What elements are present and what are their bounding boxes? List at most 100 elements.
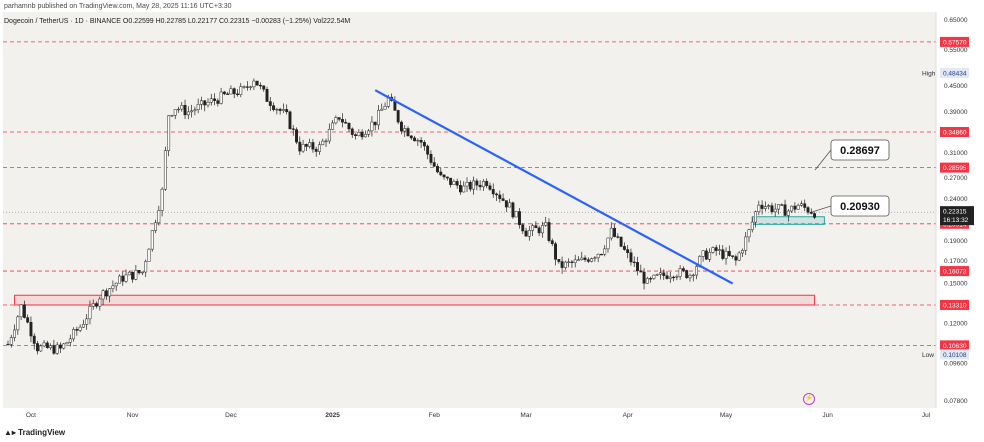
candle[interactable] <box>488 185 492 190</box>
callout-box[interactable] <box>830 139 890 161</box>
candle[interactable] <box>593 257 597 259</box>
candle[interactable] <box>609 227 613 239</box>
candle[interactable] <box>426 145 430 155</box>
candle[interactable] <box>278 108 282 111</box>
candle[interactable] <box>573 259 577 263</box>
candle[interactable] <box>409 135 413 139</box>
candle[interactable] <box>272 105 276 110</box>
candle[interactable] <box>711 247 715 253</box>
candle[interactable] <box>406 128 410 137</box>
candle[interactable] <box>347 123 351 130</box>
candle[interactable] <box>180 105 184 110</box>
candle[interactable] <box>626 249 630 253</box>
candle[interactable] <box>55 344 59 354</box>
candle[interactable] <box>265 88 269 102</box>
candle[interactable] <box>85 318 89 325</box>
candle[interactable] <box>645 278 649 284</box>
candle[interactable] <box>468 181 472 190</box>
candle[interactable] <box>750 221 754 231</box>
candle[interactable] <box>232 88 236 95</box>
candle[interactable] <box>242 86 246 88</box>
candle[interactable] <box>39 345 43 352</box>
candle[interactable] <box>560 261 564 268</box>
candle[interactable] <box>252 80 256 88</box>
candle[interactable] <box>498 194 502 199</box>
candle[interactable] <box>134 270 138 280</box>
candle[interactable] <box>160 188 164 211</box>
candle[interactable] <box>108 288 112 297</box>
candle[interactable] <box>173 109 177 116</box>
candle[interactable] <box>436 166 439 173</box>
candle[interactable] <box>419 139 423 143</box>
candle[interactable] <box>367 130 371 135</box>
candle[interactable] <box>259 84 262 87</box>
candle[interactable] <box>813 213 817 218</box>
candle[interactable] <box>308 142 312 147</box>
candle[interactable] <box>685 270 689 279</box>
candle[interactable] <box>734 256 738 261</box>
candle[interactable] <box>777 204 780 210</box>
candle[interactable] <box>337 117 341 120</box>
candle[interactable] <box>731 255 735 257</box>
candle[interactable] <box>399 121 403 132</box>
candle[interactable] <box>544 222 548 226</box>
candle[interactable] <box>275 108 279 111</box>
candle[interactable] <box>150 230 154 250</box>
candle[interactable] <box>324 140 328 143</box>
candle[interactable] <box>649 278 653 280</box>
candle[interactable] <box>354 134 357 137</box>
candle[interactable] <box>806 207 810 213</box>
candle[interactable] <box>796 205 800 210</box>
candle[interactable] <box>754 211 757 223</box>
candle[interactable] <box>147 248 151 262</box>
candle[interactable] <box>416 139 420 142</box>
candle[interactable] <box>429 154 433 163</box>
candle[interactable] <box>403 128 407 132</box>
candle[interactable] <box>432 162 436 167</box>
candle[interactable] <box>445 176 449 179</box>
candle[interactable] <box>495 193 498 196</box>
candle[interactable] <box>462 185 466 193</box>
candle[interactable] <box>744 236 748 251</box>
candle[interactable] <box>298 141 302 152</box>
candle[interactable] <box>524 230 528 237</box>
candle[interactable] <box>590 258 594 262</box>
candle[interactable] <box>527 230 531 237</box>
candle[interactable] <box>36 343 39 352</box>
candle[interactable] <box>737 252 741 261</box>
candle[interactable] <box>773 208 777 213</box>
candle[interactable] <box>288 111 292 130</box>
candle[interactable] <box>652 274 656 279</box>
candle[interactable] <box>442 174 446 178</box>
candle[interactable] <box>49 345 53 349</box>
candle[interactable] <box>803 203 807 208</box>
candle[interactable] <box>570 261 574 263</box>
candle[interactable] <box>285 109 289 113</box>
candle[interactable] <box>721 249 725 259</box>
candle[interactable] <box>75 329 79 331</box>
candle[interactable] <box>311 142 315 150</box>
candle[interactable] <box>586 259 590 262</box>
candle[interactable] <box>678 268 682 277</box>
candle[interactable] <box>81 324 85 328</box>
candle[interactable] <box>672 276 676 279</box>
candle[interactable] <box>91 303 95 307</box>
candle[interactable] <box>724 251 728 259</box>
candle[interactable] <box>295 129 298 143</box>
candle[interactable] <box>314 148 318 152</box>
candle[interactable] <box>304 144 308 147</box>
candle[interactable] <box>193 109 197 112</box>
candle[interactable] <box>491 189 495 195</box>
candle[interactable] <box>45 342 49 349</box>
candle[interactable] <box>622 246 626 250</box>
candle[interactable] <box>370 121 374 132</box>
candle[interactable] <box>236 93 239 95</box>
candle[interactable] <box>799 203 803 206</box>
candle[interactable] <box>52 345 56 354</box>
candle[interactable] <box>213 98 217 101</box>
candle[interactable] <box>567 261 571 263</box>
candle[interactable] <box>531 225 535 231</box>
candle[interactable] <box>763 206 767 209</box>
candle[interactable] <box>704 250 708 260</box>
